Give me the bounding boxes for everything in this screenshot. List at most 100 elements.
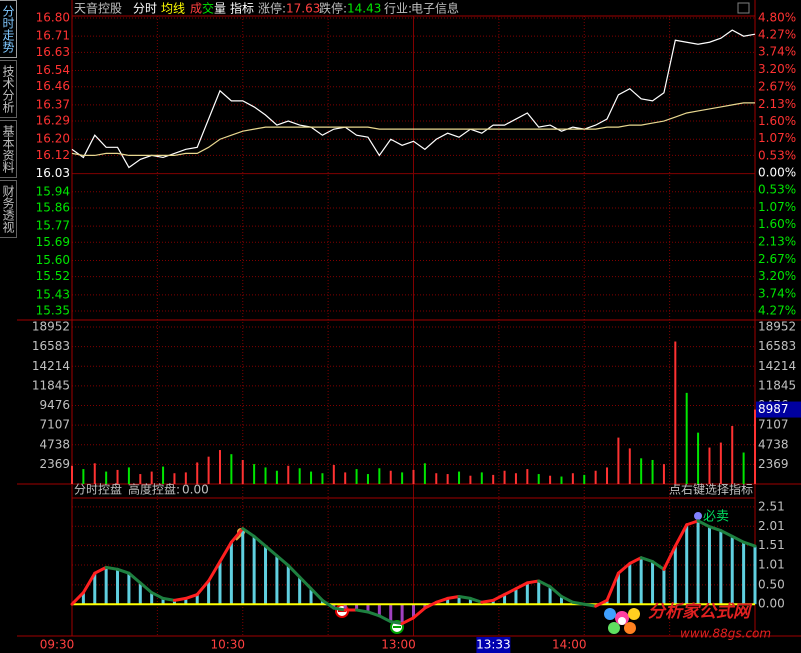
indicator-line [252,534,268,548]
indicator-line [719,529,734,538]
tab[interactable]: 财务透视 [0,180,17,238]
volume-bar [754,409,756,484]
volume-bar [355,469,358,484]
indicator-bar [742,542,746,605]
indicator-bar [298,577,302,605]
volume-bar [731,426,734,484]
volume-bar [480,472,483,484]
y2-tick-label: 3.74% [758,45,796,59]
tab[interactable]: 分时走势 [0,0,17,58]
volume-bar [218,450,221,484]
time-label: 13:00 [381,638,416,652]
y2-tick-label: 3.74% [758,286,796,300]
indicator-bar [753,546,757,605]
indicator-bar [127,573,131,605]
indicator-bar [138,582,142,605]
volume-bar [116,469,119,484]
indicator-bar [184,598,188,605]
volume-bar [127,467,130,484]
y-tick-label: 16.37 [36,97,70,111]
indicator-line [616,562,632,575]
indicator-bar [309,588,313,605]
volume-bar [173,473,176,484]
time-label: 14:00 [552,638,587,652]
volume-bar [366,474,369,484]
volume-bar [617,437,620,484]
stock-name: 天音控股 [74,1,122,16]
menu-item[interactable]: 量 [214,2,226,16]
y2-tick-label: 4.27% [758,28,796,42]
menu-item[interactable]: 指标 [230,1,254,16]
indicator-line [525,579,541,585]
y2-tick-label: 0.53% [758,148,796,162]
volume-bar [139,474,142,484]
y-tick-label: 16.54 [36,63,70,77]
y-tick-label: 11845 [32,378,70,392]
indicator-line [628,556,643,566]
indicator-line [138,581,154,595]
y-tick-label: 2369 [39,457,70,471]
indicator-line [696,519,711,529]
menu-item[interactable]: 成 [190,2,202,16]
indicator-line [309,587,324,602]
indicator-bar [719,530,723,605]
indicator-line [320,598,336,610]
indicator-bar [412,604,415,618]
indicator-bar [229,542,233,605]
tab[interactable]: 基本资料 [0,120,17,178]
indicator-line [446,594,461,600]
y2-tick-label: 2.67% [758,252,796,266]
indicator-line [537,579,552,589]
volume-bar [378,468,381,484]
y2-tick-label: 2.13% [758,234,796,248]
y2-tick-label: 2.01 [758,519,785,533]
indicator-line [548,585,563,598]
volume-bar [492,474,495,484]
limit-up: 17.63 [286,2,320,16]
indicator-label: 高度控盘: [128,482,180,497]
price-line [71,29,756,169]
window-button[interactable] [737,2,750,14]
menu-item[interactable]: 均线 [161,2,185,16]
indicator-bar [377,604,381,616]
frame [17,0,801,637]
y2-tick-label: 3.20% [758,62,796,76]
volume-bar [82,469,85,484]
indicator-bar [730,536,734,605]
y2-tick-label: 0.53% [758,183,796,197]
menu-item[interactable]: 分时 [133,2,157,16]
indicator-bar [320,600,324,605]
cursor-label: 13:33 [476,638,511,652]
y-tick-label: 15.69 [36,235,70,249]
indicator-line [286,563,302,579]
y-tick-label: 9476 [39,398,70,412]
limit-up-label: 涨停: [258,1,286,16]
indicator-bar [389,604,393,622]
y2-tick-label: 0.50 [758,577,785,591]
tab[interactable]: 技术分析 [0,60,17,118]
menu-item[interactable]: 交 [202,1,214,16]
y2-tick-label: 2.67% [758,79,796,93]
watermark-name: 分析家公式网 [648,602,753,622]
indicator-line [594,598,609,608]
volume-bar [549,475,552,484]
y-tick-label: 16.03 [36,166,70,180]
indicator-bar [503,594,507,605]
indicator-line [127,571,142,585]
y-tick-label: 16583 [32,339,70,353]
indicator-bar [116,569,120,605]
indicator-line [104,565,120,571]
indicator-bar [662,569,666,605]
indicator-line [639,556,655,564]
volume-bar [662,464,665,484]
y-tick-label: 4738 [39,437,70,451]
indicator-line [81,571,97,595]
volume-bar [640,458,643,484]
indicator-line [70,591,85,606]
indicator-bar [491,600,495,605]
y-tick-label: 15.94 [36,184,70,198]
indicator-line [355,608,370,614]
indicator-hint[interactable]: 点右键选择指标 [669,482,753,497]
indicator-line [298,575,313,591]
y-tick-label: 15.52 [36,269,70,283]
